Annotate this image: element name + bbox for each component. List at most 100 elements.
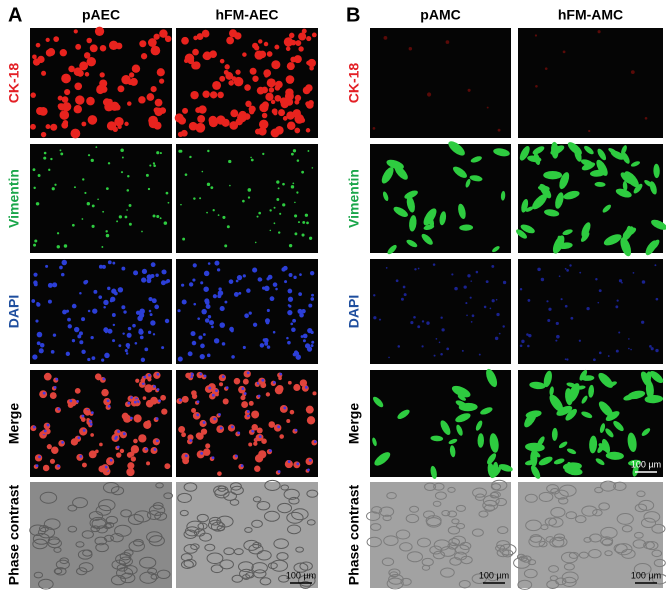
cell: [527, 559, 537, 566]
cell: [453, 166, 467, 178]
cell: [178, 425, 186, 433]
cell: [102, 210, 105, 213]
cell: [219, 306, 225, 312]
cell: [293, 55, 302, 64]
cell: [95, 542, 109, 553]
cell: [266, 78, 276, 88]
nucleus: [148, 373, 151, 377]
cell: [432, 500, 442, 507]
cell: [285, 98, 294, 106]
cell: [259, 343, 265, 348]
cell: [210, 186, 214, 190]
cell: [470, 156, 482, 163]
nucleus: [76, 399, 79, 403]
nucleus: [156, 388, 160, 391]
cell: [296, 191, 299, 194]
cell: [150, 86, 157, 93]
cell: [258, 211, 261, 215]
cell: [491, 479, 508, 491]
cell: [155, 482, 164, 489]
cell: [182, 107, 189, 114]
nucleus: [69, 399, 73, 403]
cell: [75, 95, 85, 105]
cell: [277, 502, 293, 514]
cell: [589, 435, 598, 454]
cell: [278, 574, 290, 583]
cell: [141, 268, 148, 275]
cell: [116, 452, 122, 458]
cell: [628, 347, 630, 350]
cell: [184, 173, 188, 176]
cell: [451, 518, 460, 525]
cell: [252, 541, 262, 549]
cell: [284, 91, 294, 101]
cell: [95, 146, 98, 149]
cell: [268, 87, 275, 93]
cell: [59, 110, 70, 120]
cell: [492, 461, 499, 475]
cell: [373, 294, 376, 297]
cell: [192, 263, 197, 268]
cell: [64, 88, 71, 96]
cell: [150, 396, 158, 405]
cell: [301, 233, 305, 237]
cell: [555, 192, 564, 209]
cell: [190, 90, 199, 100]
cell: [632, 464, 639, 477]
cell: [242, 274, 246, 278]
cell: [188, 121, 198, 131]
cell: [81, 121, 87, 127]
cell: [616, 299, 619, 302]
row-label: Vimentin: [346, 169, 362, 228]
cell: [471, 314, 475, 318]
column-header: pAEC: [82, 7, 120, 23]
nucleus: [211, 456, 215, 460]
cell: [131, 64, 141, 73]
cell: [96, 375, 101, 381]
cell: [154, 511, 168, 521]
image-bg: [518, 482, 663, 588]
nucleus: [155, 417, 159, 421]
cell: [427, 92, 432, 97]
cell: [105, 233, 110, 238]
cell: [191, 340, 197, 346]
cell: [150, 320, 156, 326]
nucleus: [156, 372, 160, 376]
cell: [248, 311, 252, 315]
nucleus: [43, 429, 47, 433]
cell: [621, 281, 623, 284]
cell: [43, 151, 47, 155]
cell: [148, 535, 165, 547]
cell: [653, 163, 660, 179]
cell: [186, 520, 205, 533]
cell: [259, 577, 272, 586]
cell: [32, 58, 41, 66]
cell: [116, 220, 119, 223]
cell: [99, 72, 105, 78]
cell: [36, 341, 41, 346]
cell: [560, 298, 563, 301]
cell: [451, 385, 471, 398]
cell: [178, 116, 187, 125]
cell: [35, 42, 41, 48]
cell: [196, 33, 204, 40]
cell: [584, 145, 594, 155]
cell: [67, 317, 71, 322]
cell: [540, 524, 549, 531]
cell: [586, 306, 590, 311]
cell: [284, 280, 288, 284]
cell: [128, 204, 132, 207]
cell: [98, 264, 103, 269]
cell: [531, 465, 541, 479]
cell: [32, 54, 37, 60]
cell: [486, 368, 498, 388]
cell: [51, 187, 55, 191]
micrograph: [518, 28, 663, 138]
cell: [181, 36, 189, 45]
cell: [144, 347, 149, 352]
cell: [104, 352, 110, 359]
cell: [254, 454, 264, 463]
cell: [298, 574, 316, 587]
cell: [447, 486, 456, 493]
cell: [258, 278, 263, 282]
